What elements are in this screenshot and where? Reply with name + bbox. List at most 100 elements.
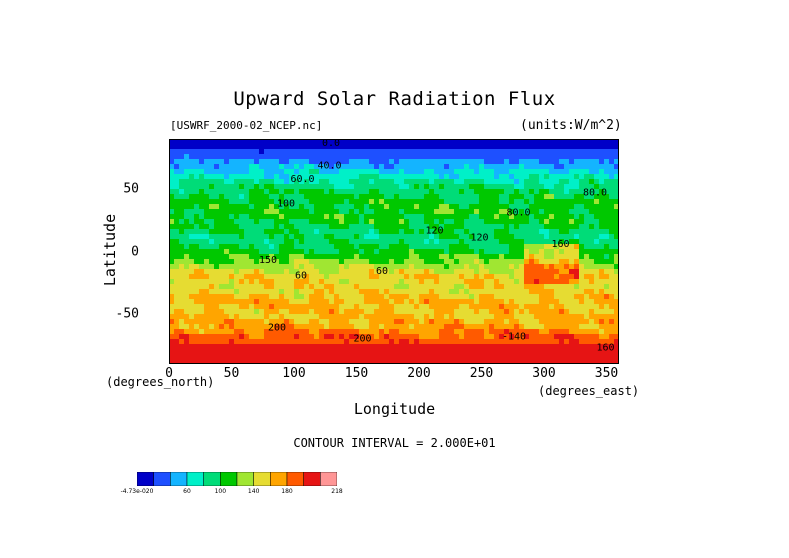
flux-cell [259,184,264,189]
flux-cell [294,269,299,274]
flux-cell [559,224,564,229]
flux-cell [579,219,584,224]
flux-cell [364,329,369,334]
flux-cell [219,244,224,249]
flux-cell [334,244,339,249]
flux-cell [294,169,299,174]
flux-cell [604,204,609,209]
flux-cell [349,174,354,179]
flux-cell [524,339,529,344]
flux-cell [394,274,399,279]
flux-cell [289,214,294,219]
flux-cell [424,329,429,334]
flux-cell [304,229,309,234]
flux-cell [334,249,339,254]
flux-cell [514,329,519,334]
flux-cell [224,354,229,359]
flux-cell [354,229,359,234]
flux-cell [184,144,189,149]
flux-cell [544,169,549,174]
flux-cell [394,309,399,314]
flux-cell [259,274,264,279]
flux-cell [249,234,254,239]
flux-cell [484,144,489,149]
flux-cell [599,179,604,184]
flux-cell [524,174,529,179]
flux-cell [584,234,589,239]
flux-cell [349,279,354,284]
flux-cell [239,224,244,229]
flux-cell [294,174,299,179]
flux-cell [344,279,349,284]
flux-cell [349,229,354,234]
x-tick-label: 300 [532,366,556,381]
flux-cell [484,154,489,159]
flux-cell [579,274,584,279]
flux-cell [364,344,369,349]
flux-cell [404,184,409,189]
flux-cell [554,324,559,329]
flux-cell [379,229,384,234]
flux-cell [489,344,494,349]
flux-cell [414,239,419,244]
flux-cell [594,149,599,154]
flux-cell [459,284,464,289]
flux-cell [229,269,234,274]
flux-cell [519,259,524,264]
flux-cell [414,249,419,254]
flux-cell [399,279,404,284]
flux-cell [384,199,389,204]
flux-cell [439,224,444,229]
flux-cell [384,259,389,264]
flux-cell [209,239,214,244]
flux-cell [414,234,419,239]
flux-cell [409,159,414,164]
flux-cell [539,194,544,199]
flux-cell [579,214,584,219]
flux-cell [474,274,479,279]
flux-cell [289,184,294,189]
flux-cell [429,359,434,364]
flux-cell [404,239,409,244]
flux-cell [499,249,504,254]
flux-cell [564,269,569,274]
flux-cell [299,294,304,299]
flux-cell [229,294,234,299]
flux-cell [529,289,534,294]
flux-cell [294,324,299,329]
flux-cell [344,184,349,189]
flux-cell [359,324,364,329]
flux-cell [304,344,309,349]
flux-cell [244,174,249,179]
flux-cell [479,284,484,289]
flux-cell [319,284,324,289]
flux-cell [254,164,259,169]
flux-cell [194,304,199,309]
flux-cell [504,274,509,279]
flux-cell [514,174,519,179]
flux-cell [599,214,604,219]
flux-cell [489,244,494,249]
flux-cell [184,159,189,164]
flux-cell [254,189,259,194]
flux-cell [614,224,619,229]
flux-cell [489,284,494,289]
flux-cell [324,179,329,184]
flux-cell [389,244,394,249]
flux-cell [349,299,354,304]
flux-cell [324,274,329,279]
flux-cell [334,189,339,194]
flux-cell [444,284,449,289]
contour-interval-label: CONTOUR INTERVAL = 2.000E+01 [293,436,496,450]
flux-cell [284,324,289,329]
flux-cell [549,144,554,149]
flux-cell [584,304,589,309]
flux-cell [564,254,569,259]
flux-cell [584,209,589,214]
flux-cell [239,149,244,154]
flux-cell [374,274,379,279]
flux-cell [574,314,579,319]
flux-cell [264,149,269,154]
flux-cell [354,204,359,209]
flux-cell [329,234,334,239]
